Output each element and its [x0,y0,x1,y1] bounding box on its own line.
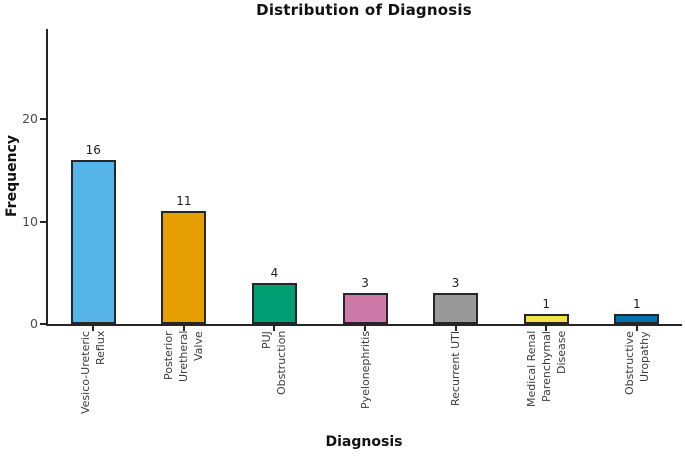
y-tick-label: 0 [30,316,38,331]
bar-puj-obstruction [251,283,297,324]
bars-container: 16 11 4 3 3 1 1 [48,29,682,324]
x-tick-cell: Posterior Uretheral Valve [139,326,230,431]
category-label-medical-renal-parenchymal-disease: Medical Renal Parenchymal Disease [524,331,568,408]
bar-obstructive-uropathy [614,314,660,324]
bar-slot: 16 [48,144,139,324]
x-tick-mark [273,326,276,331]
x-tick-cell: Recurrent UTI [410,326,501,431]
x-tick-labels-row: Vesico-Ureteric Reflux Posterior Urethera… [48,326,682,431]
bar-vesico-ureteric-reflux [70,160,116,324]
bar-value-label: 3 [451,276,460,290]
bar-value-label: 3 [361,276,369,290]
x-tick-cell: Vesico-Ureteric Reflux [48,326,139,431]
y-tick-mark [40,221,46,223]
x-tick-mark [454,326,457,331]
x-tick-mark [182,326,185,331]
bar-slot: 3 [320,277,411,324]
x-tick-cell: PUJ Obstruction [229,326,320,431]
bar-recurrent-uti [433,293,479,324]
bar-slot: 3 [410,277,501,324]
bar-value-label: 1 [632,297,641,311]
bar-pyelonephritis [342,293,388,324]
x-tick-mark [545,326,548,331]
y-tick-mark [40,323,46,325]
plot-area: 16 11 4 3 3 1 1 0 10 20 [22,29,682,331]
x-tick-mark [635,326,638,331]
x-tick-cell: Obstructive Uropathy [591,326,682,431]
bar-posterior-uretheral-valve [161,211,207,324]
bar-medical-renal-parenchymal-disease [523,314,569,324]
x-axis-title: Diagnosis [325,434,403,450]
bar-value-label: 11 [176,194,192,208]
category-label-puj-obstruction: PUJ Obstruction [260,331,289,396]
bar-slot: 4 [229,267,320,324]
category-label-obstructive-uropathy: Obstructive Uropathy [622,331,651,395]
bar-slot: 11 [139,195,230,324]
x-tick-mark [92,326,95,331]
bar-value-label: 16 [85,143,101,157]
category-label-posterior-uretheral-valve: Posterior Uretheral Valve [162,331,206,383]
y-tick-label: 10 [22,214,38,229]
bar-value-label: 1 [542,297,550,311]
y-axis-title: Frequency [4,135,20,217]
x-tick-mark [364,326,367,331]
y-tick-label: 20 [22,111,38,126]
category-label-pyelonephritis: Pyelonephritis [358,331,372,410]
bar-slot: 1 [591,298,682,324]
category-label-recurrent-uti: Recurrent UTI [449,331,463,407]
bar-slot: 1 [501,298,592,324]
x-tick-cell: Medical Renal Parenchymal Disease [501,326,592,431]
bar-value-label: 4 [270,266,279,280]
category-label-vesico-ureteric-reflux: Vesico-Ureteric Reflux [79,331,108,414]
x-tick-cell: Pyelonephritis [320,326,411,431]
chart-title: Distribution of Diagnosis [256,1,472,19]
y-tick-mark [40,118,46,120]
